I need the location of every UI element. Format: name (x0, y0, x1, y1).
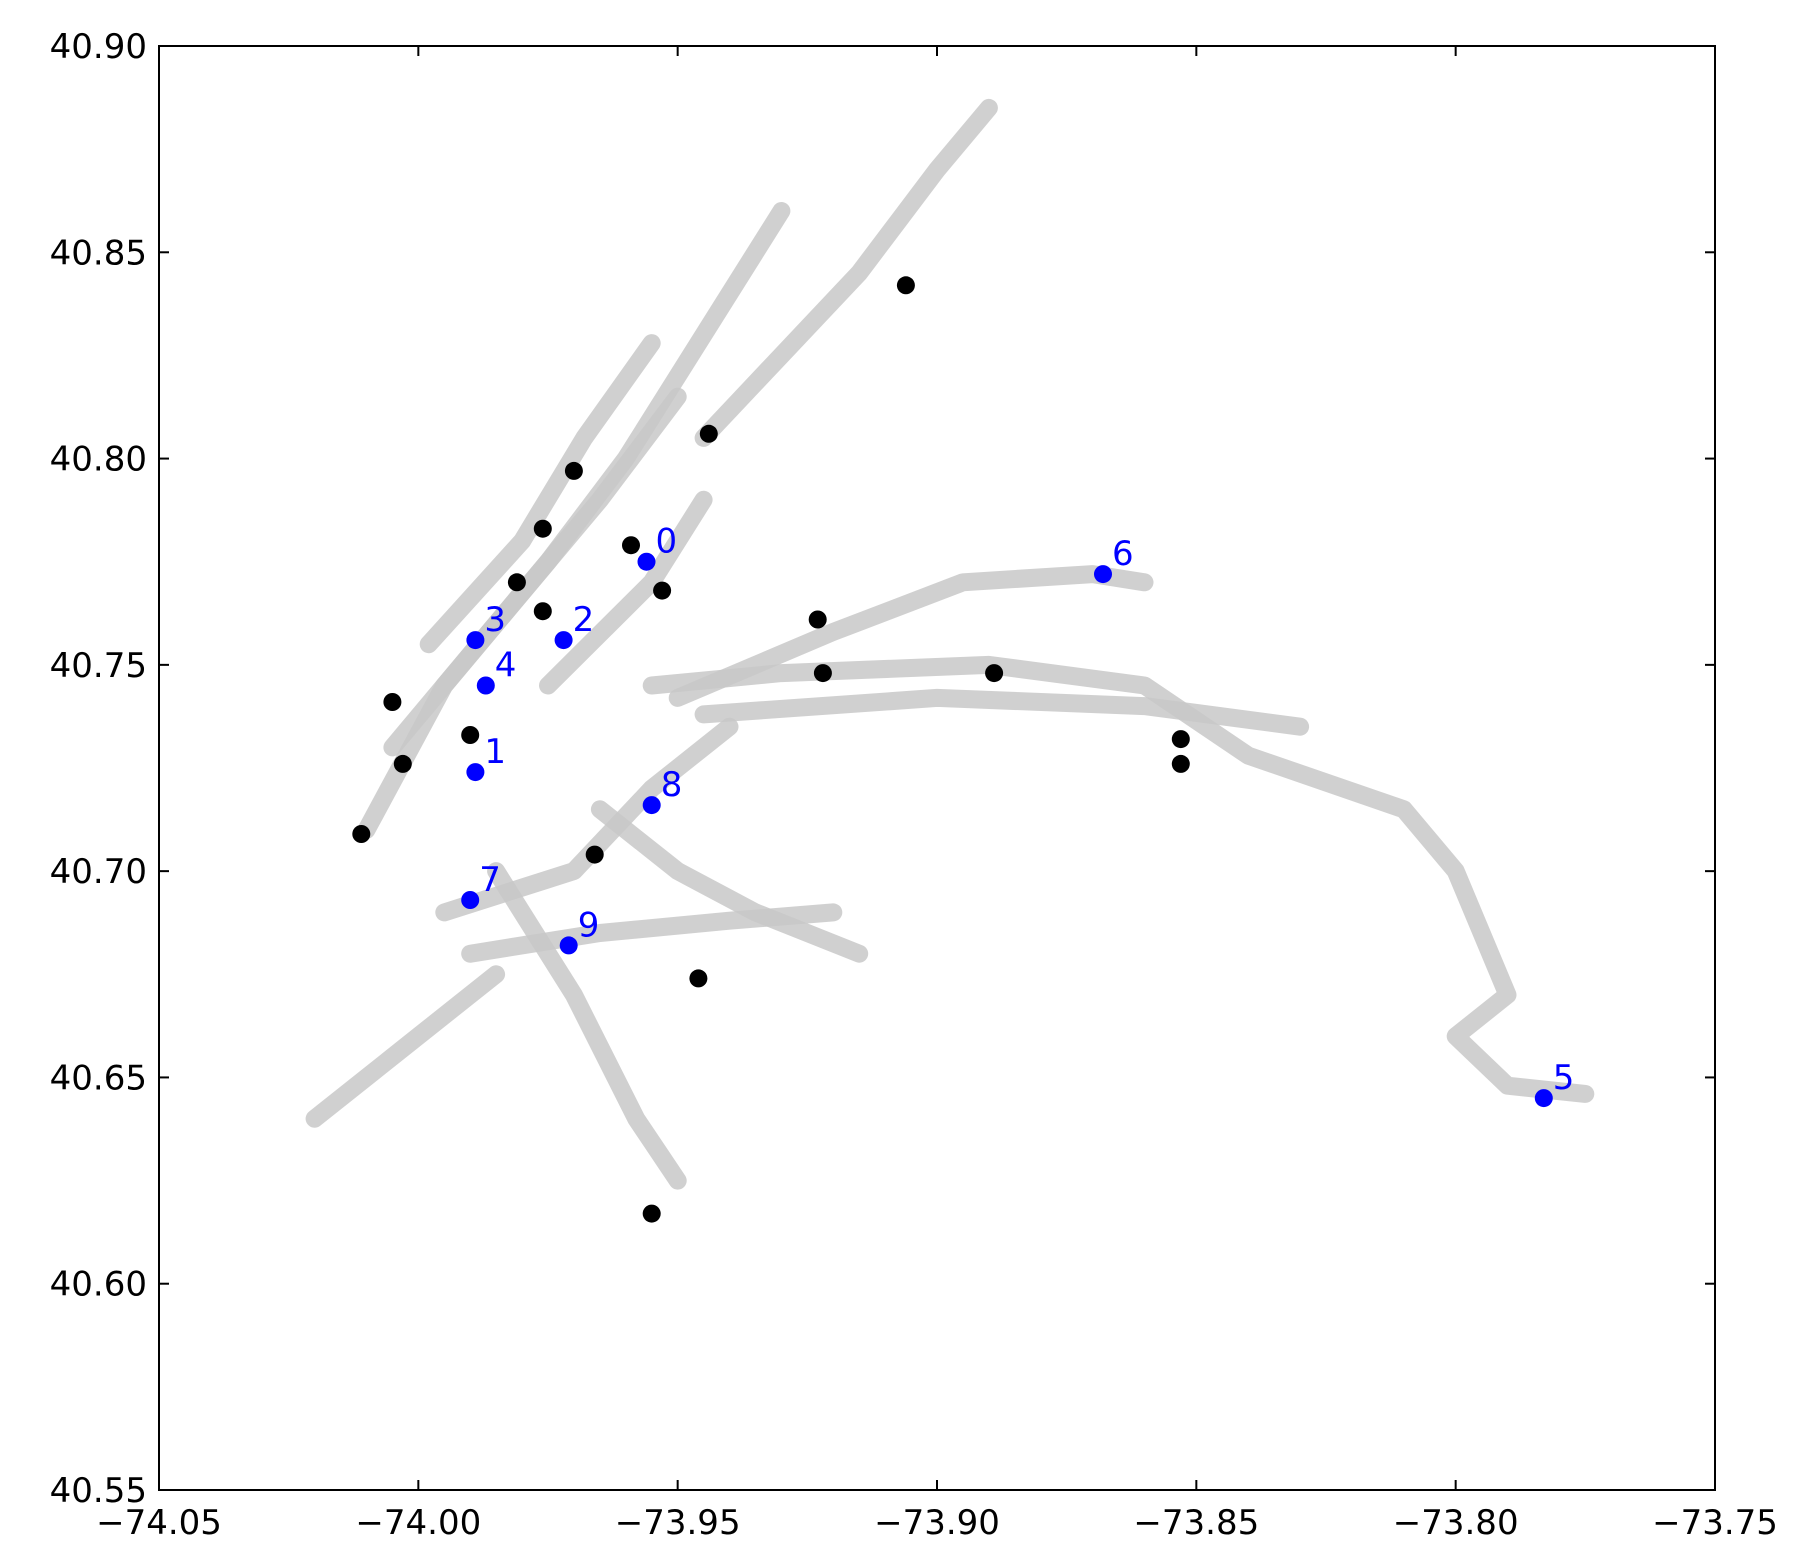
black-point (533, 602, 552, 621)
black-point (533, 519, 552, 538)
black-point (383, 693, 402, 711)
black-point (985, 664, 1004, 683)
labeled-point (476, 676, 495, 695)
background-track (305, 965, 506, 1128)
labeled-point (466, 763, 485, 782)
background-track (383, 387, 687, 757)
x-tick-label: −73.90 (874, 1503, 1000, 1543)
background-track (419, 334, 661, 654)
point-label: 1 (484, 732, 506, 772)
background-track (694, 688, 1310, 736)
y-tick-label: 40.90 (50, 27, 147, 67)
x-tick-label: −74.05 (96, 1503, 222, 1543)
black-point (1171, 754, 1190, 773)
x-tick-label: −73.95 (615, 1503, 741, 1543)
labeled-point (466, 631, 485, 650)
black-point (622, 536, 640, 555)
point-label: 6 (1112, 534, 1134, 574)
point-label: 7 (479, 860, 501, 900)
point-label: 0 (656, 522, 678, 562)
background-track (487, 862, 687, 1190)
black-point (808, 610, 827, 629)
y-tick-label: 40.55 (50, 1471, 147, 1511)
background-track (590, 800, 869, 963)
y-tick-label: 40.80 (50, 440, 147, 480)
y-tick-label: 40.85 (50, 233, 147, 273)
background-track (694, 98, 998, 447)
x-tick-label: −73.75 (1652, 1503, 1778, 1543)
cluster-markers: 0 1 2 3 4 5 6 7 8 9 (352, 276, 1575, 1223)
black-point (585, 845, 604, 864)
black-point (813, 664, 832, 683)
labeled-point (637, 552, 656, 571)
labeled-point (559, 936, 578, 955)
background-track (539, 490, 713, 695)
labeled-point (461, 891, 480, 909)
y-tick-label: 40.65 (50, 1058, 147, 1098)
x-tick-label: −73.85 (1133, 1503, 1259, 1543)
background-track (642, 655, 1595, 1103)
point-label: 9 (578, 905, 600, 945)
labeled-point (1534, 1089, 1553, 1108)
black-point (896, 276, 915, 295)
black-point (564, 461, 583, 480)
black-point (699, 424, 718, 443)
axis-ticks: −74.05 −74.00 −73.95 −73.90 −73.85 −73.80 −73.… (50, 27, 1778, 1543)
point-label: 3 (484, 600, 506, 640)
black-point (461, 726, 480, 744)
point-label: 8 (661, 765, 683, 805)
y-tick-label: 40.75 (50, 646, 147, 686)
point-label: 5 (1553, 1058, 1575, 1098)
x-tick-label: −74.00 (355, 1503, 481, 1543)
y-tick-label: 40.70 (50, 852, 147, 892)
labeled-point (554, 631, 573, 650)
black-point (1171, 730, 1190, 749)
black-point (689, 969, 708, 988)
black-point (393, 754, 412, 773)
point-label: 4 (495, 646, 517, 686)
point-label: 2 (573, 600, 595, 640)
y-tick-label: 40.60 (50, 1265, 147, 1305)
black-point (642, 1204, 661, 1223)
black-point (653, 581, 672, 600)
x-tick-label: −73.80 (1393, 1503, 1519, 1543)
black-point (507, 573, 526, 592)
labeled-point (1094, 565, 1112, 584)
background-trip-points (305, 98, 1595, 1190)
labeled-point (642, 796, 661, 815)
black-point (352, 825, 371, 843)
